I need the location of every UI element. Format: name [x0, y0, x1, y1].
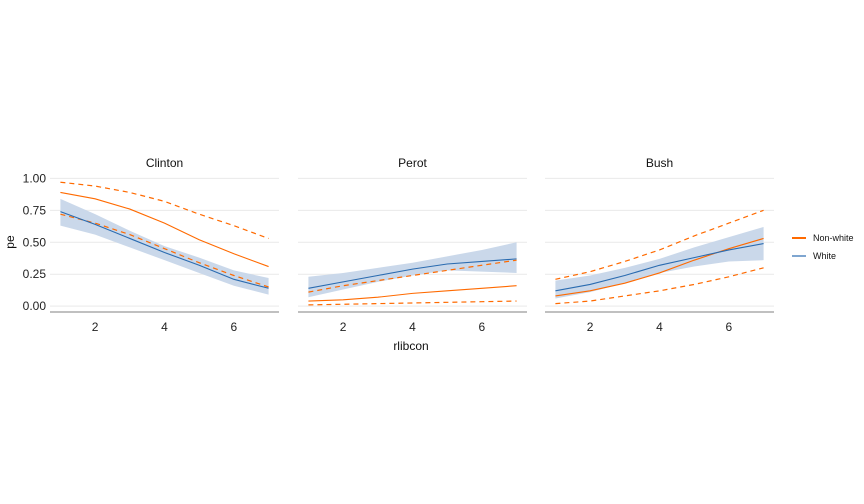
y-tick-label: 1.00 [23, 171, 47, 185]
x-tick-label: 2 [340, 320, 347, 334]
non-white-fit-line [308, 285, 517, 302]
y-tick-label: 0.25 [23, 267, 47, 281]
facet-label: Bush [646, 156, 673, 170]
non-white-lower-ci-line [308, 300, 517, 306]
facet-label: Clinton [146, 156, 183, 170]
facet-label: Perot [398, 156, 427, 170]
legend: Non-white White [792, 233, 854, 261]
white-ci-ribbon [555, 226, 764, 299]
x-tick-label: 4 [409, 320, 416, 334]
white-fit-line [60, 211, 269, 289]
legend-label: Non-white [813, 233, 854, 243]
x-axis-title: rlibcon [393, 339, 428, 353]
y-axis-title: pe [3, 235, 17, 249]
x-tick-label: 2 [92, 320, 99, 334]
x-tick-label: 4 [656, 320, 663, 334]
legend-label: White [813, 251, 836, 261]
non-white-fit-line [60, 191, 269, 268]
y-tick-label: 0.00 [23, 299, 47, 313]
non-white-upper-ci-line [555, 209, 764, 280]
panel-bush: Bush 2 4 6 [545, 156, 774, 334]
white-ci-ribbon [308, 242, 517, 298]
non-white-lower-ci-line [555, 267, 764, 305]
x-tick-label: 6 [726, 320, 733, 334]
y-tick-label: 0.75 [23, 203, 47, 217]
white-fit-line [308, 258, 517, 289]
x-tick-label: 2 [587, 320, 594, 334]
y-tick-label: 0.50 [23, 235, 47, 249]
white-ci-ribbon [60, 198, 269, 295]
non-white-fit-line [555, 237, 764, 297]
y-axis: 0.00 0.25 0.50 0.75 1.00 [23, 171, 47, 313]
x-tick-label: 4 [161, 320, 168, 334]
panel-perot: Perot 2 4 6 [298, 156, 527, 334]
x-tick-label: 6 [231, 320, 238, 334]
x-tick-label: 6 [479, 320, 486, 334]
panel-clinton: Clinton 2 4 6 [50, 156, 279, 334]
non-white-upper-ci-line [308, 259, 517, 293]
non-white-lower-ci-line [60, 213, 269, 288]
panels-layer: Clinton 2 4 6 Perot 2 4 6 Bush 2 4 6 [50, 156, 774, 334]
white-fit-line [555, 243, 764, 292]
